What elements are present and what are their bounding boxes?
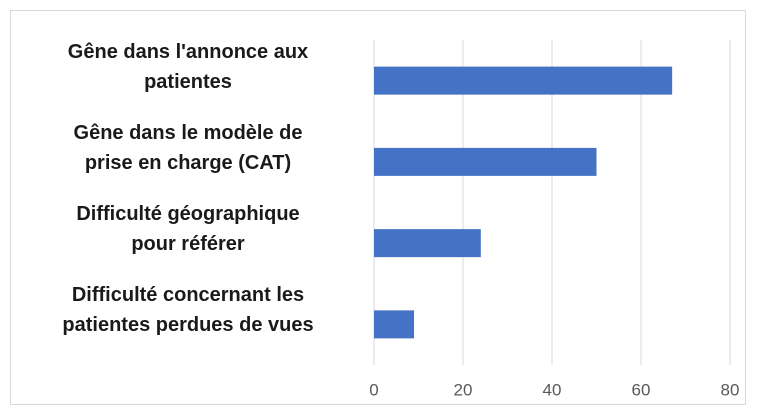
x-tick-label: 80 xyxy=(721,380,740,399)
x-tick-label: 60 xyxy=(632,380,651,399)
bar xyxy=(374,147,597,176)
y-tick-label: Difficulté géographique pour référer xyxy=(76,203,300,256)
y-tick-label: Gêne dans le modèle de prise en charge (… xyxy=(73,121,303,174)
bar xyxy=(374,229,481,258)
bar xyxy=(374,66,673,95)
x-tick-label: 40 xyxy=(543,380,562,399)
bar xyxy=(374,310,415,339)
chart-border xyxy=(10,10,746,405)
x-tick-label: 0 xyxy=(369,380,378,399)
y-tick-label: Gêne dans l'annonce aux patientes xyxy=(67,40,309,93)
y-tick-label: Difficulté concernant les patientes perd… xyxy=(62,284,314,337)
x-tick-label: 20 xyxy=(454,380,473,399)
